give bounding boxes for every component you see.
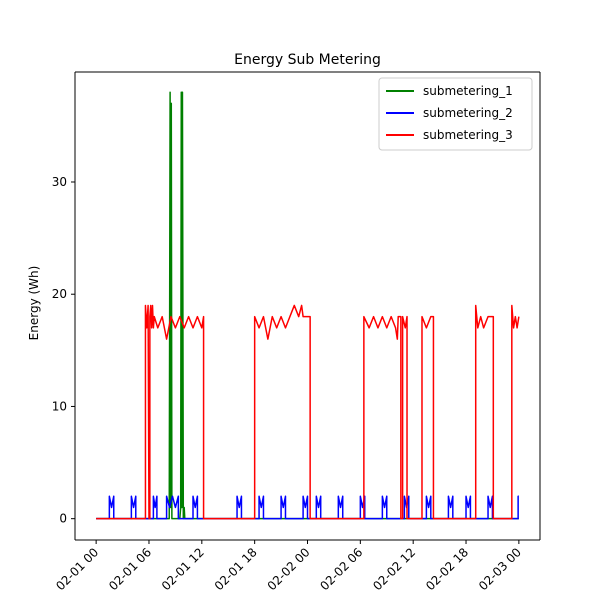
x-tick-label: 02-02 00 [265, 545, 313, 593]
legend: submetering_1 submetering_2 submetering_3 [378, 77, 533, 151]
legend-box [378, 77, 533, 151]
legend-label-submetering_1: submetering_1 [423, 84, 513, 98]
x-tick-label: 02-02 12 [370, 545, 418, 593]
y-tick-label: 30 [52, 175, 67, 189]
y-tick-label: 0 [59, 512, 67, 526]
series-layer [96, 91, 520, 520]
y-tick-label: 10 [52, 399, 67, 413]
legend-label-submetering_2: submetering_2 [423, 106, 513, 120]
y-axis-label: Energy (Wh) [27, 266, 41, 341]
x-tick-label: 02-02 06 [317, 545, 365, 593]
series-line-submetering_3 [96, 304, 520, 520]
series-line-submetering_1 [96, 91, 519, 520]
x-tick-label: 02-03 00 [476, 545, 524, 593]
x-tick-label: 02-01 12 [159, 545, 207, 593]
chart-title: Energy Sub Metering [234, 52, 381, 68]
x-tick-label: 02-01 06 [106, 545, 154, 593]
x-tick-label: 02-02 18 [423, 545, 471, 593]
y-tick-label: 20 [52, 287, 67, 301]
x-tick-label: 02-01 18 [212, 545, 260, 593]
legend-label-submetering_3: submetering_3 [423, 128, 513, 142]
x-tick-label: 02-01 00 [53, 545, 101, 593]
